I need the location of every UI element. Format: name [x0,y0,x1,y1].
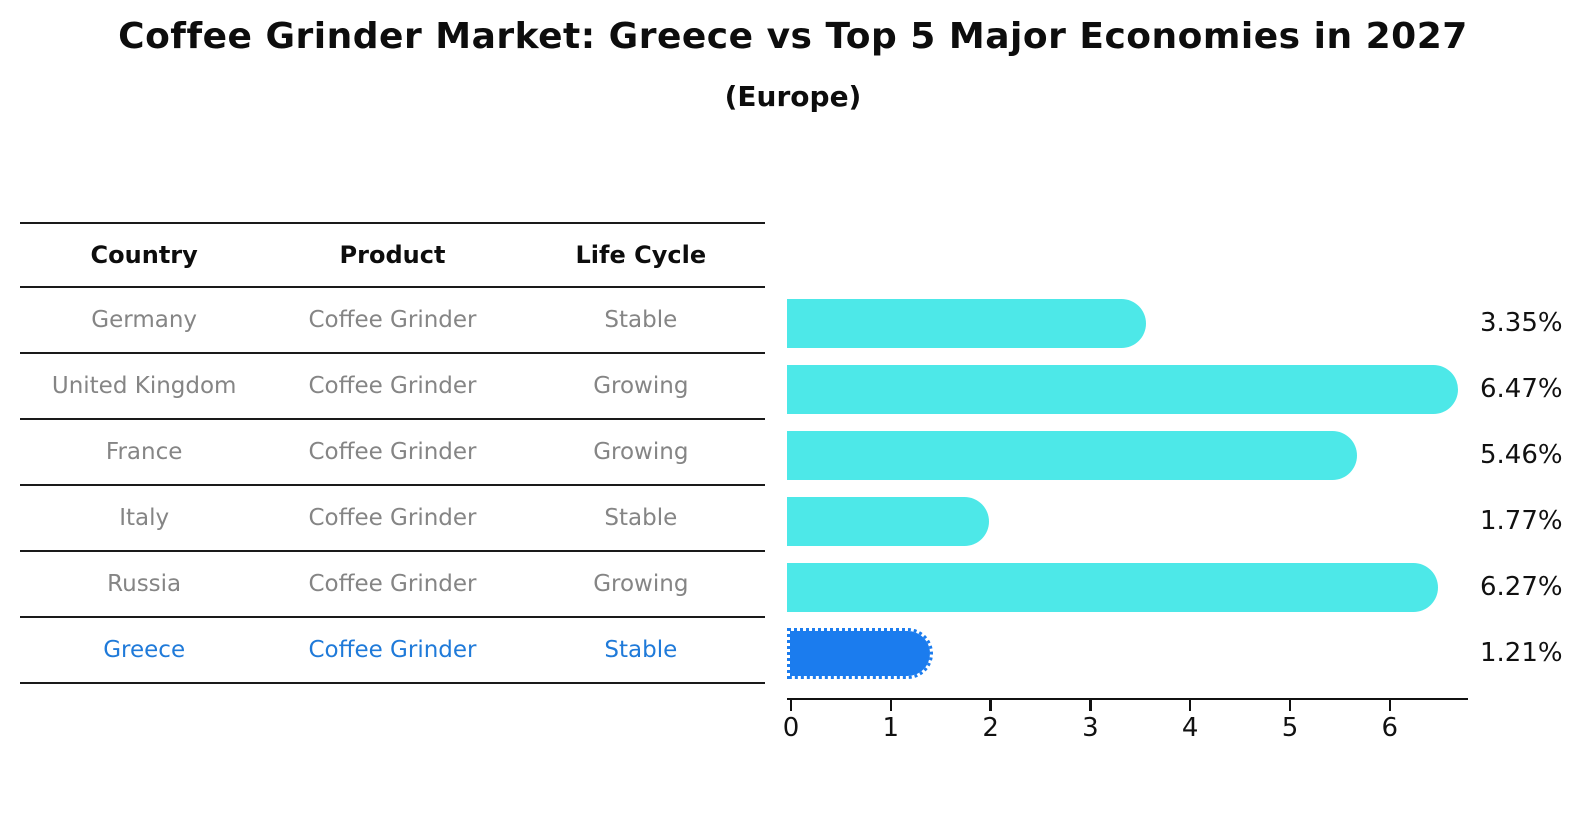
table-body: Germany Coffee Grinder Stable United Kingdo… [20,288,765,684]
bar-value-label: 5.46% [1480,440,1563,470]
bar-value-label: 6.27% [1480,572,1563,602]
cell-country: Germany [91,307,198,333]
cell-life-cycle: Stable [604,637,678,663]
x-tick-label: 5 [1281,713,1299,743]
table-row: France Coffee Grinder Growing [20,420,765,486]
cell-life-cycle: Growing [593,571,689,597]
bar [787,496,989,546]
table-row: United Kingdom Coffee Grinder Growing [20,354,765,420]
bar-value-label: 1.77% [1480,506,1563,536]
x-tick-label: 4 [1181,713,1199,743]
x-tick [1388,700,1392,711]
cell-country: Greece [103,637,186,663]
bar-value-label: 1.21% [1480,638,1563,668]
bar [787,562,1438,612]
cell-product: Coffee Grinder [308,373,477,399]
cell-product: Coffee Grinder [308,505,477,531]
bar-row: 1.77% [787,488,1586,554]
bar-row: 6.47% [787,356,1586,422]
table-header-row: Country Product Life Cycle [20,222,765,288]
chart-title: Coffee Grinder Market: Greece vs Top 5 M… [118,16,1468,57]
cell-life-cycle: Growing [593,439,689,465]
x-tick [889,700,893,711]
table-row: Italy Coffee Grinder Stable [20,486,765,552]
bar-value-label: 3.35% [1480,308,1563,338]
cell-country: France [105,439,183,465]
cell-life-cycle: Stable [604,505,678,531]
x-tick [989,700,992,711]
table-row: Germany Coffee Grinder Stable [20,288,765,354]
table-header-cell-country: Country [90,241,198,269]
table-row: Greece Coffee Grinder Stable [20,618,765,684]
bar-row: 1.21% [787,620,1586,686]
bar-row: 6.27% [787,554,1586,620]
x-tick [1188,700,1192,711]
x-tick [1288,700,1292,711]
x-tick [1089,700,1092,711]
bar-row: 5.46% [787,422,1586,488]
table-header-cell-product: Product [339,241,446,269]
cell-product: Coffee Grinder [308,571,477,597]
x-tick [789,700,793,711]
bar [787,430,1357,480]
x-tick-label: 1 [882,713,900,743]
bar [787,364,1458,414]
bar-highlight [787,628,933,679]
bar-row: 3.35% [787,290,1586,356]
x-tick-label: 2 [982,713,999,743]
x-axis-line [787,698,1468,700]
x-tick-label: 6 [1381,713,1399,743]
bar [787,298,1147,348]
cell-product: Coffee Grinder [308,637,477,663]
x-tick-label: 0 [782,713,800,743]
country-table: Country Product Life Cycle Germany Coffee G… [20,222,765,684]
chart-subtitle: (Europe) [724,80,862,113]
cell-life-cycle: Stable [604,307,678,333]
table-row: Russia Coffee Grinder Growing [20,552,765,618]
cell-country: Russia [107,571,182,597]
cell-life-cycle: Growing [593,373,689,399]
cell-country: United Kingdom [51,373,237,399]
bar-chart-area: 3.35% 6.47% 5.46% 1.77% 6.27% 1.21% [787,290,1586,686]
bar-value-label: 6.47% [1480,374,1563,404]
x-tick-label: 3 [1082,713,1099,743]
table-header-cell-life-cycle: Life Cycle [575,241,707,269]
cell-product: Coffee Grinder [308,307,477,333]
cell-product: Coffee Grinder [308,439,477,465]
cell-country: Italy [119,505,170,531]
